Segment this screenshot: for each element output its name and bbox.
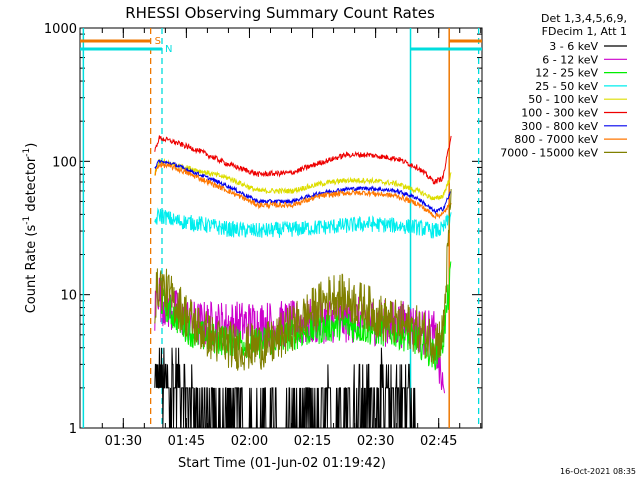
legend: Det 1,3,4,5,6,9,FDecim 1, Att 1 3 - 6 keV… [500, 12, 627, 159]
legend-label: 100 - 300 keV [521, 107, 598, 120]
x-tick-label: 02:15 [294, 434, 331, 449]
legend-header: Det 1,3,4,5,6,9, [541, 12, 627, 25]
series-line-4 [154, 158, 452, 201]
plot-area: 1 10 100 1000 01:30 01:45 02:00 02:15 02:30 02:45… [44, 22, 483, 449]
series-line-3 [154, 207, 452, 239]
footer-date: 16-Oct-2021 08:35 [560, 467, 636, 476]
y-tick-label: 10 [60, 289, 77, 304]
x-tick-label: 01:45 [168, 434, 205, 449]
series-line-8 [154, 188, 452, 371]
legend-label: 50 - 100 keV [528, 93, 598, 106]
legend-label: 3 - 6 keV [549, 40, 598, 53]
x-tick-label: 02:00 [231, 434, 268, 449]
legend-label: 12 - 25 keV [535, 67, 598, 80]
x-axis-label: Start Time (01-Jun-02 01:19:42) [178, 456, 386, 471]
series-line-6 [154, 159, 452, 215]
y-tick-label: 100 [52, 155, 77, 170]
legend-label: 6 - 12 keV [542, 53, 598, 66]
series-line-0 [154, 347, 416, 429]
x-tick-label: 01:30 [105, 434, 142, 449]
y-axis-label: Count Rate (s-1 detector-1) [22, 143, 39, 314]
flag-n-label: N [165, 44, 172, 55]
legend-label: 25 - 50 keV [535, 80, 598, 93]
legend-header: FDecim 1, Att 1 [542, 25, 627, 38]
flag-s-label: S [155, 36, 161, 47]
legend-label: 300 - 800 keV [521, 120, 598, 133]
y-tick-label: 1 [69, 422, 77, 437]
chart-title: RHESSI Observing Summary Count Rates [125, 4, 435, 22]
x-tick-label: 02:30 [357, 434, 394, 449]
series-line-5 [154, 135, 452, 185]
legend-label: 800 - 7000 keV [514, 133, 598, 146]
x-tick-label: 02:45 [420, 434, 457, 449]
y-tick-label: 1000 [44, 22, 77, 37]
legend-label: 7000 - 15000 keV [500, 146, 598, 159]
series-line-7 [154, 162, 452, 220]
